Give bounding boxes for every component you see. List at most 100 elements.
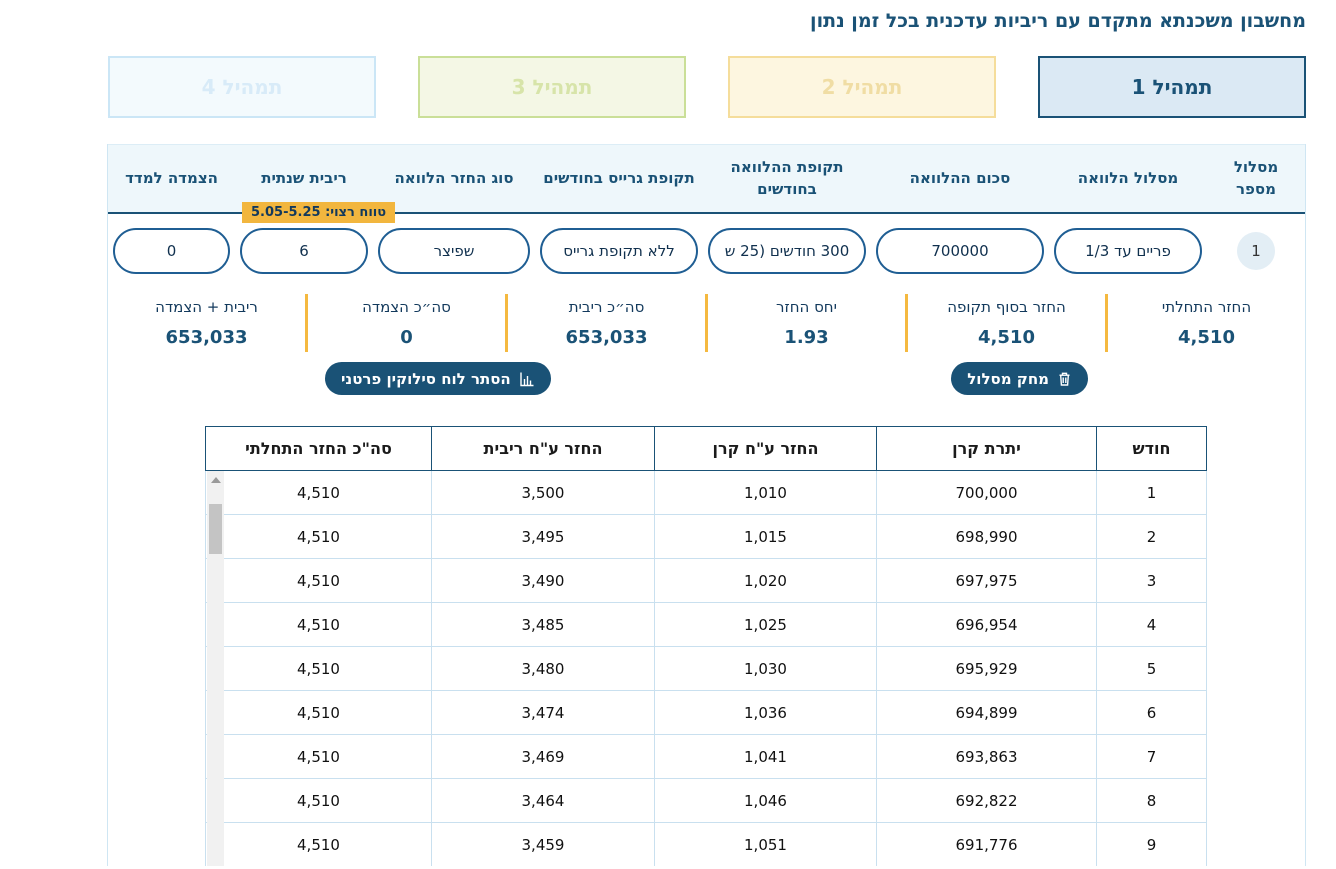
summary-value: 653,033 <box>165 327 248 348</box>
mix-panel: מסלול מספר מסלול הלוואה סכום ההלוואה תקו… <box>107 144 1306 866</box>
amortization-header-month: חודש <box>1096 426 1207 471</box>
cell-interest: 3,469 <box>431 734 655 779</box>
summary-label: יחס החזר <box>776 298 837 316</box>
column-header-line: בחודשים <box>757 179 817 198</box>
summary-label: ריבית + הצמדה <box>155 298 258 316</box>
summary-end-period-repayment: החזר בסוף תקופה 4,510 <box>908 290 1105 356</box>
summary-label: סה״כ הצמדה <box>362 298 451 316</box>
route-number-badge: 1 <box>1237 232 1275 270</box>
cell-total: 4,510 <box>205 734 432 779</box>
cell-principal: 1,051 <box>654 822 877 866</box>
column-header-line: הצמדה למדד <box>125 168 218 187</box>
cell-balance: 700,000 <box>876 470 1097 515</box>
amortization-row: 5 695,929 1,030 3,480 4,510 <box>205 646 1207 691</box>
triangle-up-icon <box>210 476 221 483</box>
amortization-header-interest: החזר ע"ח ריבית <box>431 426 655 471</box>
column-header-loan-period: תקופת ההלוואה בחודשים <box>703 157 871 201</box>
scrollbar-up-button[interactable] <box>207 471 224 488</box>
interest-range-tooltip: טווח רצוי: 5.05-5.25 <box>242 202 396 223</box>
index-linkage-input[interactable]: 0 <box>113 228 230 274</box>
cell-month: 2 <box>1096 514 1207 559</box>
tab-mix-1[interactable]: תמהיל 1 <box>1038 56 1306 118</box>
actions-row: מחק מסלול הסתר לוח סילוקין פרטני <box>108 362 1305 396</box>
cell-total: 4,510 <box>205 646 432 691</box>
cell-balance: 693,863 <box>876 734 1097 779</box>
cell-total: 4,510 <box>205 822 432 866</box>
loan-amount-input[interactable]: 700000 <box>876 228 1044 274</box>
summary-initial-repayment: החזר התחלתי 4,510 <box>1108 290 1305 356</box>
page-title: מחשבון משכנתא מתקדם עם ריביות עדכנית בכל… <box>810 10 1306 32</box>
amortization-row: 6 694,899 1,036 3,474 4,510 <box>205 690 1207 735</box>
loan-period-select[interactable]: 300 חודשים (25 ש <box>708 228 866 274</box>
loan-track-select[interactable]: פריים עד 1/3 <box>1054 228 1202 274</box>
delete-route-label: מחק מסלול <box>967 369 1049 388</box>
cell-total: 4,510 <box>205 602 432 647</box>
cell-month: 7 <box>1096 734 1207 779</box>
cell-principal: 1,010 <box>654 470 877 515</box>
amortization-row: 1 700,000 1,010 3,500 4,510 <box>205 470 1207 515</box>
cell-principal: 1,030 <box>654 646 877 691</box>
column-header-loan-amount: סכום ההלוואה <box>871 168 1049 190</box>
cell-balance: 691,776 <box>876 822 1097 866</box>
column-header-line: ריבית שנתית <box>261 168 347 187</box>
column-header-repayment-type: סוג החזר הלוואה <box>373 168 535 190</box>
repayment-type-select[interactable]: שפיצר <box>378 228 530 274</box>
cell-balance: 692,822 <box>876 778 1097 823</box>
amortization-header-row: חודש יתרת קרן החזר ע"ח קרן החזר ע"ח ריבי… <box>205 426 1207 471</box>
cell-interest: 3,459 <box>431 822 655 866</box>
column-header-grace-period: תקופת גרייס בחודשים <box>535 168 703 190</box>
column-header-line: מסלול הלוואה <box>1077 168 1179 187</box>
cell-principal: 1,041 <box>654 734 877 779</box>
column-header-line: מסלול <box>1233 157 1279 176</box>
cell-balance: 694,899 <box>876 690 1097 735</box>
cell-month: 3 <box>1096 558 1207 603</box>
cell-total: 4,510 <box>205 558 432 603</box>
tab-mix-4[interactable]: תמהיל 4 <box>108 56 376 118</box>
cell-principal: 1,025 <box>654 602 877 647</box>
column-header-line: תקופת גרייס בחודשים <box>543 168 695 187</box>
cell-balance: 695,929 <box>876 646 1097 691</box>
tab-mix-2[interactable]: תמהיל 2 <box>728 56 996 118</box>
column-header-line: סוג החזר הלוואה <box>394 168 514 187</box>
summary-value: 0 <box>400 327 413 348</box>
grace-period-select[interactable]: ללא תקופת גרייס <box>540 228 698 274</box>
column-header-route-number: מסלול מספר <box>1207 157 1305 201</box>
tab-mix-3[interactable]: תמהיל 3 <box>418 56 686 118</box>
summary-divider <box>705 294 708 352</box>
amortization-row: 2 698,990 1,015 3,495 4,510 <box>205 514 1207 559</box>
amortization-table: חודש יתרת קרן החזר ע"ח קרן החזר ע"ח ריבי… <box>205 426 1207 866</box>
column-header-line: מספר <box>1236 179 1276 198</box>
cell-principal: 1,036 <box>654 690 877 735</box>
cell-principal: 1,020 <box>654 558 877 603</box>
summary-label: החזר התחלתי <box>1161 298 1252 316</box>
amortization-table-wrap: חודש יתרת קרן החזר ע"ח קרן החזר ע"ח ריבי… <box>205 426 1207 866</box>
summary-total-interest: סה״כ ריבית 653,033 <box>508 290 705 356</box>
column-header-loan-track: מסלול הלוואה <box>1049 168 1207 190</box>
cell-balance: 696,954 <box>876 602 1097 647</box>
cell-principal: 1,015 <box>654 514 877 559</box>
cell-interest: 3,490 <box>431 558 655 603</box>
summary-value: 1.93 <box>784 327 829 348</box>
cell-interest: 3,474 <box>431 690 655 735</box>
amortization-row: 8 692,822 1,046 3,464 4,510 <box>205 778 1207 823</box>
table-scrollbar[interactable] <box>207 471 224 866</box>
cell-balance: 698,990 <box>876 514 1097 559</box>
cell-principal: 1,046 <box>654 778 877 823</box>
column-header-annual-interest: ריבית שנתית <box>235 168 373 190</box>
amortization-header-total: סה"כ החזר התחלתי <box>205 426 432 471</box>
bar-chart-icon <box>519 371 535 387</box>
summary-divider <box>505 294 508 352</box>
cell-interest: 3,485 <box>431 602 655 647</box>
cell-interest: 3,480 <box>431 646 655 691</box>
cell-balance: 697,975 <box>876 558 1097 603</box>
amortization-body: 1 700,000 1,010 3,500 4,510 2 698,990 1,… <box>205 470 1207 866</box>
annual-interest-input[interactable]: 6 <box>240 228 368 274</box>
summary-divider <box>1105 294 1108 352</box>
hide-amortization-button[interactable]: הסתר לוח סילוקין פרטני <box>325 362 551 395</box>
cell-month: 1 <box>1096 470 1207 515</box>
cell-month: 4 <box>1096 602 1207 647</box>
delete-route-button[interactable]: מחק מסלול <box>951 362 1088 395</box>
column-header-line: תקופת ההלוואה <box>730 157 844 176</box>
amortization-row: 7 693,863 1,041 3,469 4,510 <box>205 734 1207 779</box>
scrollbar-thumb[interactable] <box>209 504 222 554</box>
